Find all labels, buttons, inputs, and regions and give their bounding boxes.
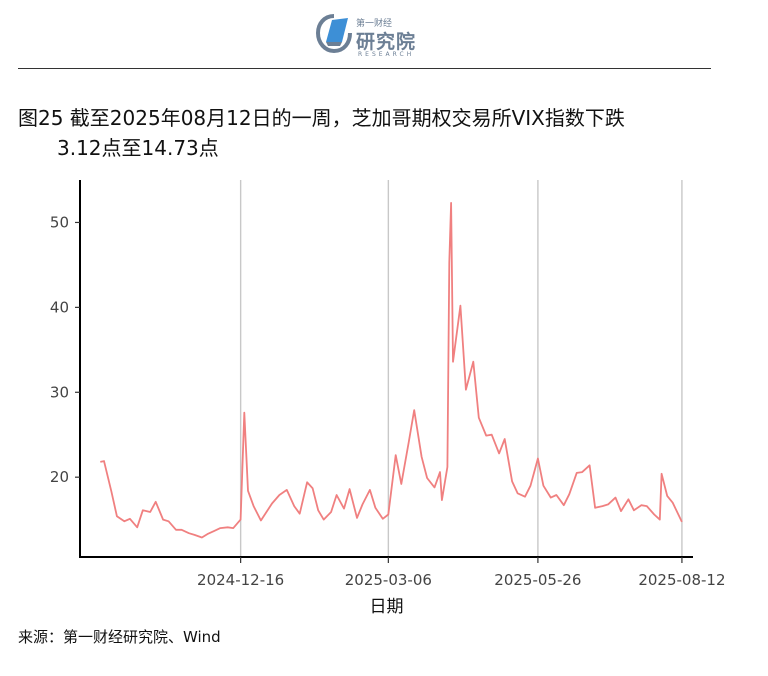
x-tick-label-3: 2025-08-12 [638,571,725,589]
y-tick-label-0: 20 [50,468,69,486]
logo-tag: 第一财经 [356,19,393,29]
vix-line-chart: 20 30 40 50 2024-12-16 2025-03-06 2025-05-26 20… [50,180,726,617]
report-header: 第一财经 研究院 RESEARCH [0,0,768,70]
y-tick-label-2: 40 [50,298,69,316]
y-tick-label-1: 30 [50,383,69,401]
figure-title-line2: 3.12点至14.73点 [57,136,219,160]
figure-title-line1: 图25 截至2025年08月12日的一周，芝加哥期权交易所VIX指数下跌 [18,106,625,130]
logo-sub: RESEARCH [358,51,415,58]
x-tick-label-2: 2025-05-26 [494,571,581,589]
figure-title: 图25 截至2025年08月12日的一周，芝加哥期权交易所VIX指数下跌 3.1… [18,103,738,163]
x-tick-label-1: 2025-03-06 [345,571,432,589]
logo-name: 研究院 [356,31,417,53]
header-divider [18,68,711,69]
x-axis-title: 日期 [370,597,404,617]
series-line-0 [100,201,683,539]
x-tick-label-0: 2024-12-16 [197,571,284,589]
logo: 第一财经 研究院 RESEARCH [316,14,426,58]
source-note: 来源：第一财经研究院、Wind [18,628,221,646]
y-tick-label-3: 50 [50,213,69,231]
logo-mark-icon [316,14,352,54]
